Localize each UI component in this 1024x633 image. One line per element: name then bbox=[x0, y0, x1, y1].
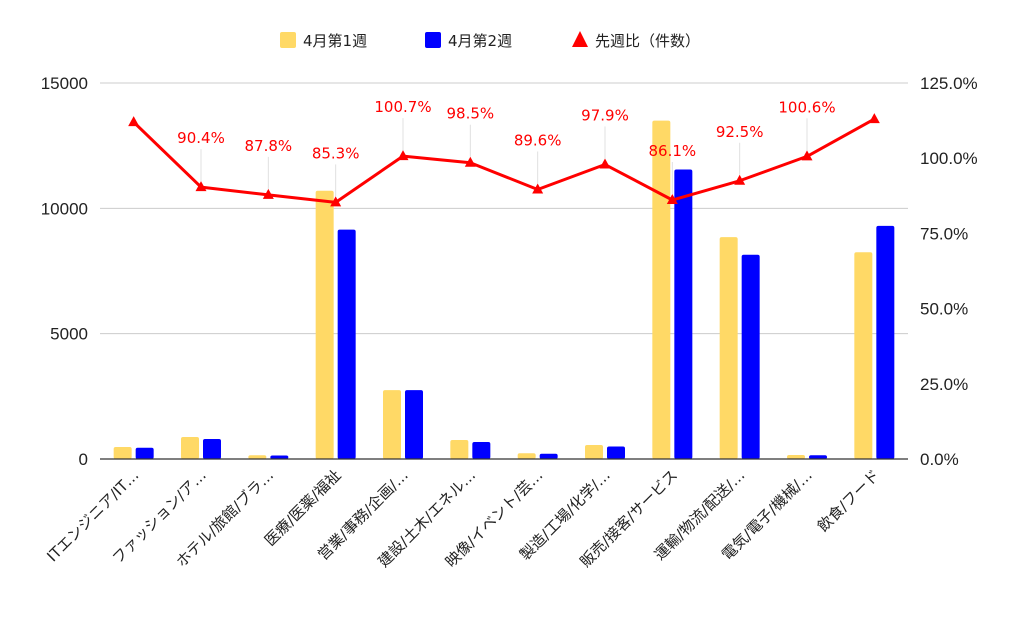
ratio-point-marker bbox=[330, 196, 342, 207]
ratio-point-marker bbox=[397, 150, 409, 161]
y-left-tick-label: 5000 bbox=[50, 325, 88, 344]
bars bbox=[113, 120, 895, 460]
bar-week2 bbox=[135, 447, 154, 459]
y-right-tick-label: 25.0% bbox=[920, 375, 968, 394]
ratio-data-label: 100.7% bbox=[374, 98, 431, 116]
ratio-line bbox=[132, 117, 876, 204]
left-axis: 0 5000 10000 15000 bbox=[41, 74, 88, 469]
legend[interactable]: 4月第1週 4月第2週 先週比（件数） bbox=[280, 31, 700, 50]
label-leaders bbox=[200, 118, 808, 197]
bar-week2 bbox=[607, 446, 625, 459]
y-right-tick-label: 0.0% bbox=[920, 450, 959, 469]
ratio-point-marker bbox=[599, 158, 611, 169]
bar-week1 bbox=[383, 390, 401, 459]
legend-label: 先週比（件数） bbox=[595, 32, 700, 50]
bar-week1 bbox=[652, 120, 671, 459]
ratio-data-label: 98.5% bbox=[447, 105, 495, 123]
ratio-data-label: 89.6% bbox=[514, 131, 562, 149]
ratio-point-marker bbox=[532, 183, 544, 194]
bar-week1 bbox=[719, 237, 738, 459]
bar-week2 bbox=[337, 229, 356, 459]
bar-week2 bbox=[472, 441, 491, 459]
data-labels: 90.4% 87.8% 85.3% 100.7% 98.5% 89.6% 97.9% 86.1… bbox=[177, 98, 835, 162]
ratio-line-series bbox=[128, 113, 880, 207]
bar-week2 bbox=[741, 254, 760, 459]
bar-week1 bbox=[450, 439, 469, 459]
ratio-data-label: 87.8% bbox=[245, 137, 293, 155]
ratio-data-label: 86.1% bbox=[649, 142, 697, 160]
legend-swatch-week2 bbox=[425, 32, 441, 48]
ratio-data-label: 90.4% bbox=[177, 129, 225, 147]
bar-week1 bbox=[585, 444, 603, 459]
bar-week1 bbox=[113, 446, 132, 459]
category-labels: ITエンジニア/IT…ファッション/ア…ホテル/旅館/ブラ…医療/医薬/福祉営業… bbox=[43, 466, 883, 571]
legend-swatch-week1 bbox=[280, 32, 296, 48]
bar-week2 bbox=[809, 455, 827, 459]
bar-week2 bbox=[203, 438, 221, 459]
y-right-tick-label: 50.0% bbox=[920, 300, 968, 319]
ratio-point-marker bbox=[128, 116, 140, 127]
bar-week1 bbox=[517, 453, 536, 459]
legend-label: 4月第1週 bbox=[303, 32, 367, 50]
ratio-data-label: 100.6% bbox=[778, 98, 835, 116]
bar-week1 bbox=[248, 455, 267, 459]
right-axis: 0.0% 25.0% 50.0% 75.0% 100.0% 125.0% bbox=[920, 74, 978, 469]
legend-swatch-ratio bbox=[572, 31, 588, 47]
bar-week1 bbox=[854, 252, 873, 459]
bar-week2 bbox=[270, 455, 289, 459]
bar-week1 bbox=[787, 454, 805, 459]
ratio-point-marker bbox=[734, 174, 746, 185]
y-left-tick-label: 10000 bbox=[41, 199, 88, 218]
bar-week1 bbox=[315, 190, 334, 459]
legend-label: 4月第2週 bbox=[448, 32, 512, 50]
ratio-point-marker bbox=[868, 113, 880, 124]
bar-week2 bbox=[674, 169, 693, 460]
ratio-point-marker bbox=[195, 181, 207, 192]
y-right-tick-label: 100.0% bbox=[920, 149, 978, 168]
gridlines bbox=[100, 82, 908, 335]
y-left-tick-label: 0 bbox=[79, 450, 88, 469]
ratio-point-marker bbox=[666, 194, 678, 205]
bar-week2 bbox=[405, 390, 423, 459]
bar-week2 bbox=[539, 453, 558, 459]
bar-week1 bbox=[181, 436, 199, 459]
ratio-data-label: 85.3% bbox=[312, 144, 360, 162]
ratio-data-label: 92.5% bbox=[716, 123, 764, 141]
y-left-tick-label: 15000 bbox=[41, 74, 88, 93]
y-right-tick-label: 75.0% bbox=[920, 224, 968, 243]
ratio-point-marker bbox=[801, 150, 813, 161]
ratio-point-marker bbox=[262, 188, 274, 199]
y-right-tick-label: 125.0% bbox=[920, 74, 978, 93]
bar-week2 bbox=[876, 225, 895, 459]
ratio-data-label: 97.9% bbox=[581, 107, 629, 125]
ratio-point-marker bbox=[464, 156, 476, 167]
category-label: 飲食/フード bbox=[814, 466, 883, 535]
